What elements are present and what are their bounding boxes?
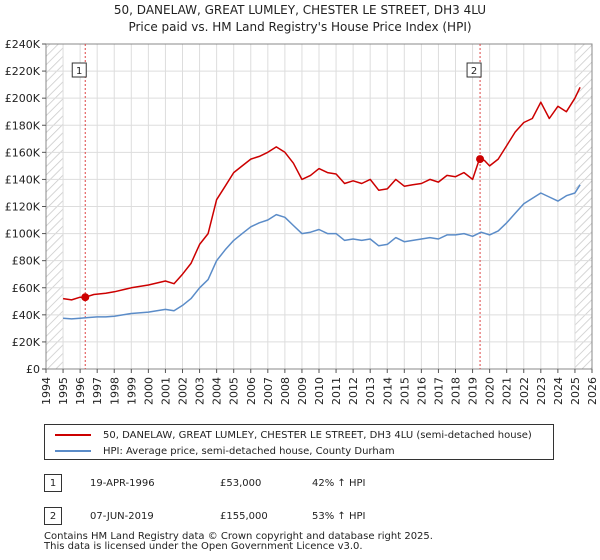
property-price-line (62, 86, 581, 301)
x-tick-label: 1998 (108, 377, 121, 405)
x-tick-label: 1994 (40, 377, 53, 405)
y-tick-label: £200K (5, 92, 41, 105)
x-tick-label: 1995 (57, 377, 70, 405)
x-tick-label: 2020 (484, 377, 497, 405)
y-axis-ticks: £0 £20K £40K £60K £80K £100K £120K £140K £160K £1… (5, 38, 46, 376)
chart-subtitle: Price paid vs. HM Land Registry's House … (128, 20, 471, 34)
y-tick-label: £60K (12, 282, 41, 295)
x-tick-label: 2024 (552, 377, 565, 405)
y-tick-label: £20K (12, 336, 41, 349)
sale-date: 19-APR-1996 (90, 478, 155, 489)
y-tick-label: £100K (5, 228, 41, 241)
x-tick-label: 2010 (313, 377, 326, 405)
x-tick-label: 2022 (518, 377, 531, 405)
x-tick-label: 2013 (364, 377, 377, 405)
annotation-label: 1 (76, 66, 82, 77)
legend-swatch-hpi (55, 450, 91, 452)
y-tick-label: £40K (12, 309, 41, 322)
x-axis-ticks: 1994 1995 1996 1997 1998 1999 2000 2001 2002 2003… (40, 369, 599, 405)
y-tick-label: £80K (12, 255, 41, 268)
x-tick-label: 2009 (296, 377, 309, 405)
x-tick-label: 1997 (91, 377, 104, 405)
sale-number-badge: 1 (44, 474, 62, 492)
sale-point (476, 155, 485, 164)
footer-licence: This data is licensed under the Open Gov… (44, 541, 363, 552)
x-tick-label: 1999 (125, 377, 138, 405)
sale-date: 07-JUN-2019 (90, 511, 154, 522)
chart-title: 50, DANELAW, GREAT LUMLEY, CHESTER LE ST… (114, 3, 486, 17)
price-chart: 50, DANELAW, GREAT LUMLEY, CHESTER LE ST… (5, 3, 599, 405)
x-tick-label: 2015 (398, 377, 411, 405)
x-tick-label: 2016 (415, 377, 428, 405)
x-tick-label: 2000 (142, 377, 155, 405)
annotation-box (71, 62, 87, 78)
sale-row: 2 07-JUN-2019 £155,000 53% ↑ HPI (44, 507, 524, 527)
y-tick-label: £0 (26, 363, 40, 376)
footer-copyright: Contains HM Land Registry data © Crown c… (44, 531, 433, 542)
y-tick-label: £180K (5, 119, 41, 132)
y-tick-label: £160K (5, 146, 41, 159)
x-tick-label: 2003 (194, 377, 207, 405)
x-tick-label: 2005 (228, 377, 241, 405)
sale-hpi-change: 53% ↑ HPI (312, 511, 366, 522)
x-tick-label: 2011 (330, 377, 343, 405)
annotation-box (466, 62, 482, 78)
legend-label-property: 50, DANELAW, GREAT LUMLEY, CHESTER LE ST… (103, 429, 532, 441)
x-tick-label: 2023 (535, 377, 548, 405)
y-tick-label: £140K (5, 173, 41, 186)
x-tick-label: 2006 (245, 377, 258, 405)
annotation-label: 2 (471, 66, 477, 77)
sale-row: 1 19-APR-1996 £53,000 42% ↑ HPI (44, 474, 524, 494)
legend: 50, DANELAW, GREAT LUMLEY, CHESTER LE ST… (44, 424, 554, 460)
x-tick-label: 2007 (262, 377, 275, 405)
legend-item-property: 50, DANELAW, GREAT LUMLEY, CHESTER LE ST… (55, 427, 532, 443)
legend-item-hpi: HPI: Average price, semi-detached house,… (55, 443, 395, 459)
x-tick-label: 2018 (450, 377, 463, 405)
x-tick-label: 2002 (177, 377, 190, 405)
sale-price: £53,000 (220, 478, 262, 489)
hpi-line (63, 184, 581, 320)
sale-number-badge: 2 (44, 507, 62, 525)
x-tick-label: 2001 (159, 377, 172, 405)
x-tick-label: 2014 (381, 377, 394, 405)
x-tick-label: 2025 (569, 377, 582, 405)
x-tick-label: 2019 (467, 377, 480, 405)
grid (45, 43, 593, 370)
x-tick-label: 2017 (432, 377, 445, 405)
series-lines (62, 86, 581, 320)
y-tick-label: £240K (5, 38, 41, 51)
x-tick-label: 2026 (586, 377, 599, 405)
y-tick-label: £220K (5, 65, 41, 78)
y-tick-label: £120K (5, 201, 41, 214)
legend-label-hpi: HPI: Average price, semi-detached house,… (103, 445, 395, 457)
x-tick-label: 2021 (501, 377, 514, 405)
footer-attribution: Contains HM Land Registry data © Crown c… (44, 532, 433, 552)
sale-price: £155,000 (220, 511, 268, 522)
x-tick-label: 2008 (279, 377, 292, 405)
sale-point (81, 293, 90, 302)
sale-hpi-change: 42% ↑ HPI (312, 478, 366, 489)
x-tick-label: 1996 (74, 377, 87, 405)
x-tick-label: 2012 (347, 377, 360, 405)
x-tick-label: 2004 (211, 377, 224, 405)
legend-swatch-property (55, 434, 91, 436)
